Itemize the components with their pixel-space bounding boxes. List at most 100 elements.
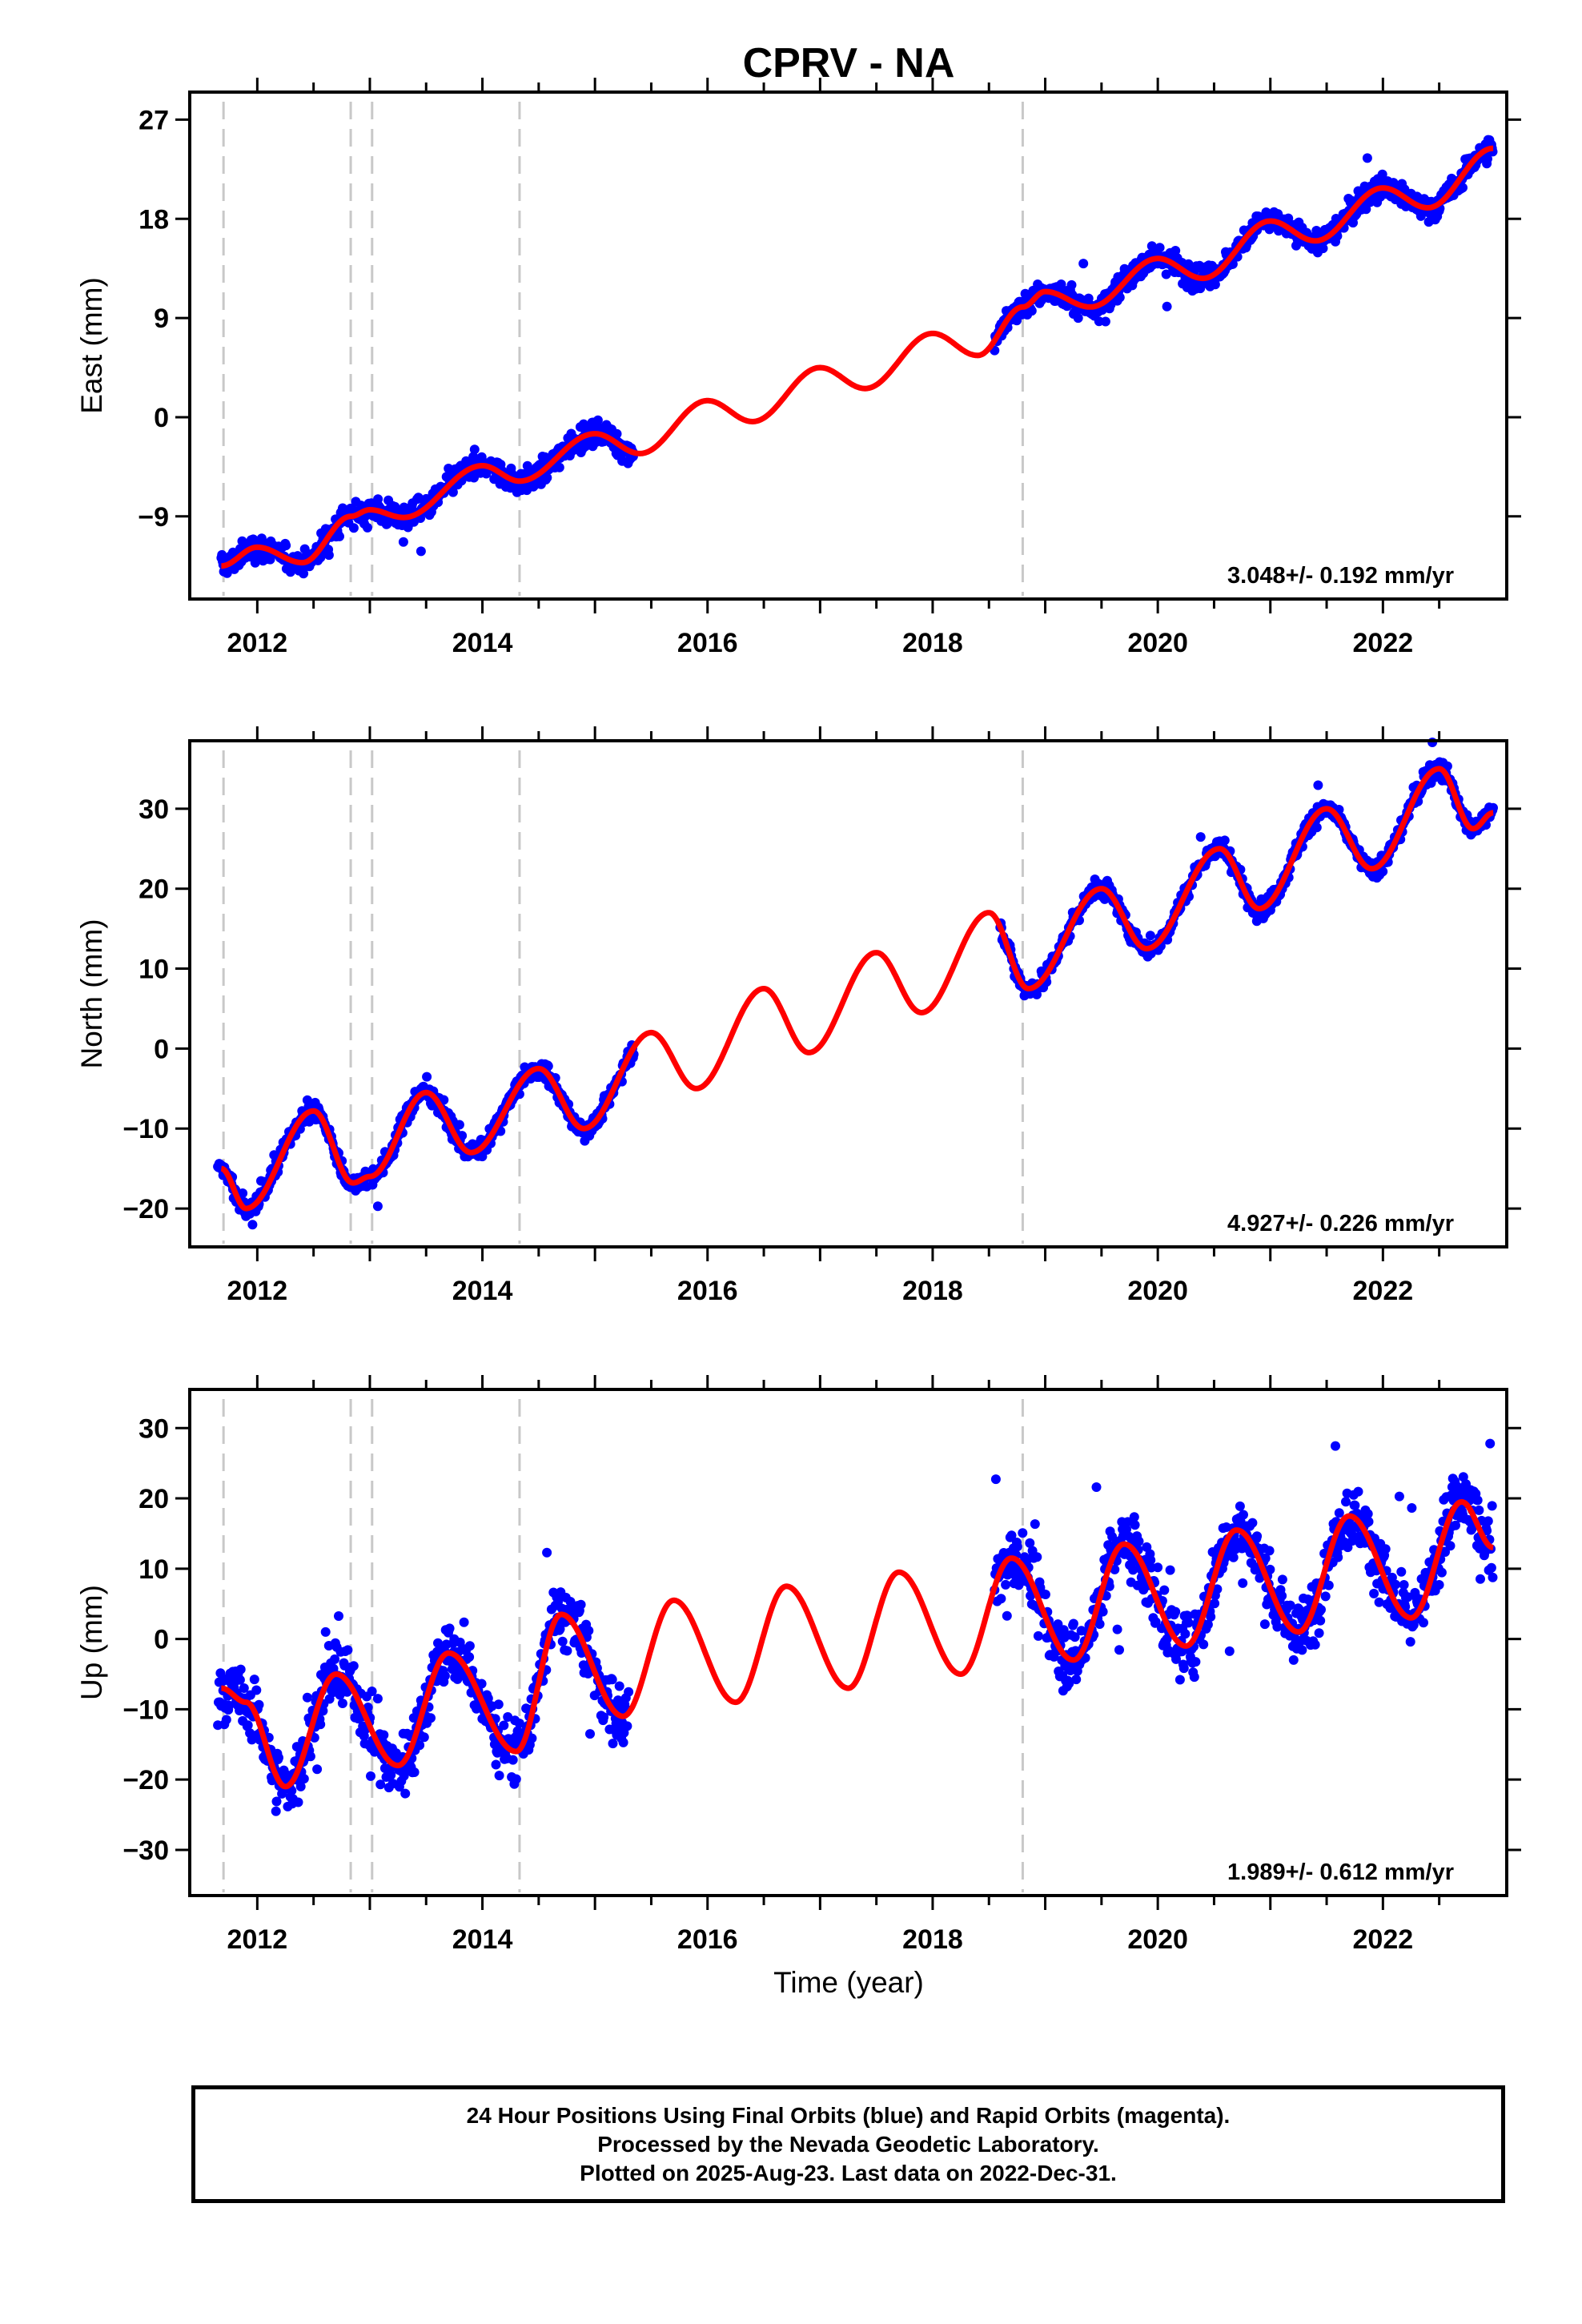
data-point: [1100, 316, 1110, 327]
data-point: [1472, 1495, 1483, 1506]
data-point: [1314, 1628, 1324, 1638]
data-point: [576, 1599, 586, 1610]
data-point: [422, 1072, 432, 1082]
data-point: [607, 1675, 617, 1685]
data-point: [1068, 1618, 1078, 1629]
data-point: [249, 1675, 259, 1685]
data-point: [1476, 1574, 1485, 1584]
data-point: [1323, 1580, 1334, 1590]
data-point: [1162, 301, 1172, 312]
data-point: [416, 546, 426, 557]
footer-box: 24 Hour Positions Using Final Orbits (bl…: [191, 2085, 1505, 2203]
data-point: [1483, 1516, 1493, 1526]
data-point: [1066, 279, 1077, 290]
data-point: [334, 1611, 343, 1621]
y-tick-label: −9: [138, 502, 169, 533]
data-point: [1419, 1618, 1428, 1628]
data-point: [363, 522, 372, 533]
y-tick-label: −10: [122, 1114, 169, 1144]
y-tick-label: 27: [139, 105, 169, 135]
data-point: [1094, 1619, 1105, 1629]
data-point: [542, 472, 552, 483]
data-point: [1159, 1585, 1170, 1595]
data-point: [1331, 1441, 1340, 1451]
observations-east: [216, 135, 1498, 579]
data-point: [1394, 1491, 1404, 1502]
data-point: [1353, 1486, 1363, 1497]
data-point: [271, 1806, 281, 1816]
data-point: [348, 1661, 359, 1671]
data-point: [1369, 1588, 1379, 1598]
y-tick-label: −20: [122, 1194, 169, 1224]
data-point: [624, 1687, 634, 1697]
data-point: [343, 1645, 353, 1655]
data-point: [1320, 1591, 1331, 1602]
data-point: [315, 1719, 326, 1730]
data-point: [1112, 1624, 1122, 1634]
data-point: [494, 1771, 504, 1781]
data-point: [1350, 1500, 1360, 1510]
data-point: [1485, 1438, 1496, 1449]
panel-east: −9 0 9 18 27 2012 2014 2016 2018 2020 2022 East (mm…: [75, 78, 1521, 658]
data-point: [1228, 1552, 1239, 1562]
data-point: [348, 523, 359, 533]
data-point: [323, 550, 334, 561]
data-point: [1474, 1505, 1484, 1515]
data-point: [511, 1774, 521, 1784]
data-point: [372, 1694, 383, 1704]
panel-up: −30 −20 −10 0 10 20 30 2012 2014 2016 2018 2020 2022…: [75, 1375, 1521, 1955]
data-point: [1259, 1619, 1270, 1630]
data-point: [320, 1626, 331, 1637]
data-point: [299, 1774, 309, 1784]
data-point: [366, 1771, 375, 1781]
y-tick-label: 10: [139, 1554, 169, 1585]
y-axis-label: East (mm): [75, 277, 108, 414]
data-point: [1405, 1637, 1415, 1647]
data-point: [1032, 1552, 1042, 1562]
data-point: [1377, 169, 1387, 179]
data-point: [1183, 1618, 1194, 1628]
observations-north: [213, 738, 1498, 1230]
data-point: [400, 1788, 411, 1799]
x-tick-label: 2014: [452, 628, 513, 658]
data-point: [398, 537, 408, 547]
data-point: [1315, 1615, 1326, 1626]
data-point: [386, 1770, 396, 1780]
data-point: [469, 444, 480, 455]
data-point: [1002, 1610, 1012, 1621]
data-point: [1073, 313, 1083, 324]
data-point: [1001, 1579, 1011, 1590]
y-tick-label: −20: [122, 1765, 169, 1795]
data-point: [1235, 1501, 1245, 1511]
data-point: [379, 1730, 389, 1740]
data-point: [1445, 1541, 1456, 1551]
x-tick-label: 2012: [227, 1924, 288, 1955]
data-point: [235, 1664, 246, 1675]
data-point: [1145, 931, 1155, 941]
data-point: [584, 1626, 594, 1636]
data-point: [274, 1752, 283, 1763]
x-tick-label: 2020: [1127, 1276, 1188, 1306]
data-point: [1363, 1517, 1374, 1527]
data-point: [1347, 195, 1357, 206]
data-point: [1288, 1655, 1299, 1665]
data-point: [337, 1699, 347, 1708]
data-point: [299, 569, 309, 579]
data-point: [238, 1188, 248, 1198]
x-tick-label: 2012: [227, 628, 288, 658]
data-point: [562, 1646, 572, 1656]
data-point: [312, 1764, 323, 1775]
data-point: [1361, 204, 1371, 215]
data-point: [990, 1474, 1001, 1485]
x-tick-label: 2022: [1353, 1924, 1414, 1955]
data-point: [1174, 1675, 1185, 1685]
data-point: [419, 1732, 429, 1743]
rate-annotation: 4.927+/- 0.226 mm/yr: [1227, 1211, 1454, 1236]
x-tick-label: 2020: [1127, 1924, 1188, 1955]
data-point: [491, 1759, 501, 1770]
data-point: [1239, 1510, 1248, 1520]
data-point: [302, 1692, 312, 1703]
data-point: [1316, 1605, 1326, 1614]
y-tick-label: −30: [122, 1835, 169, 1866]
